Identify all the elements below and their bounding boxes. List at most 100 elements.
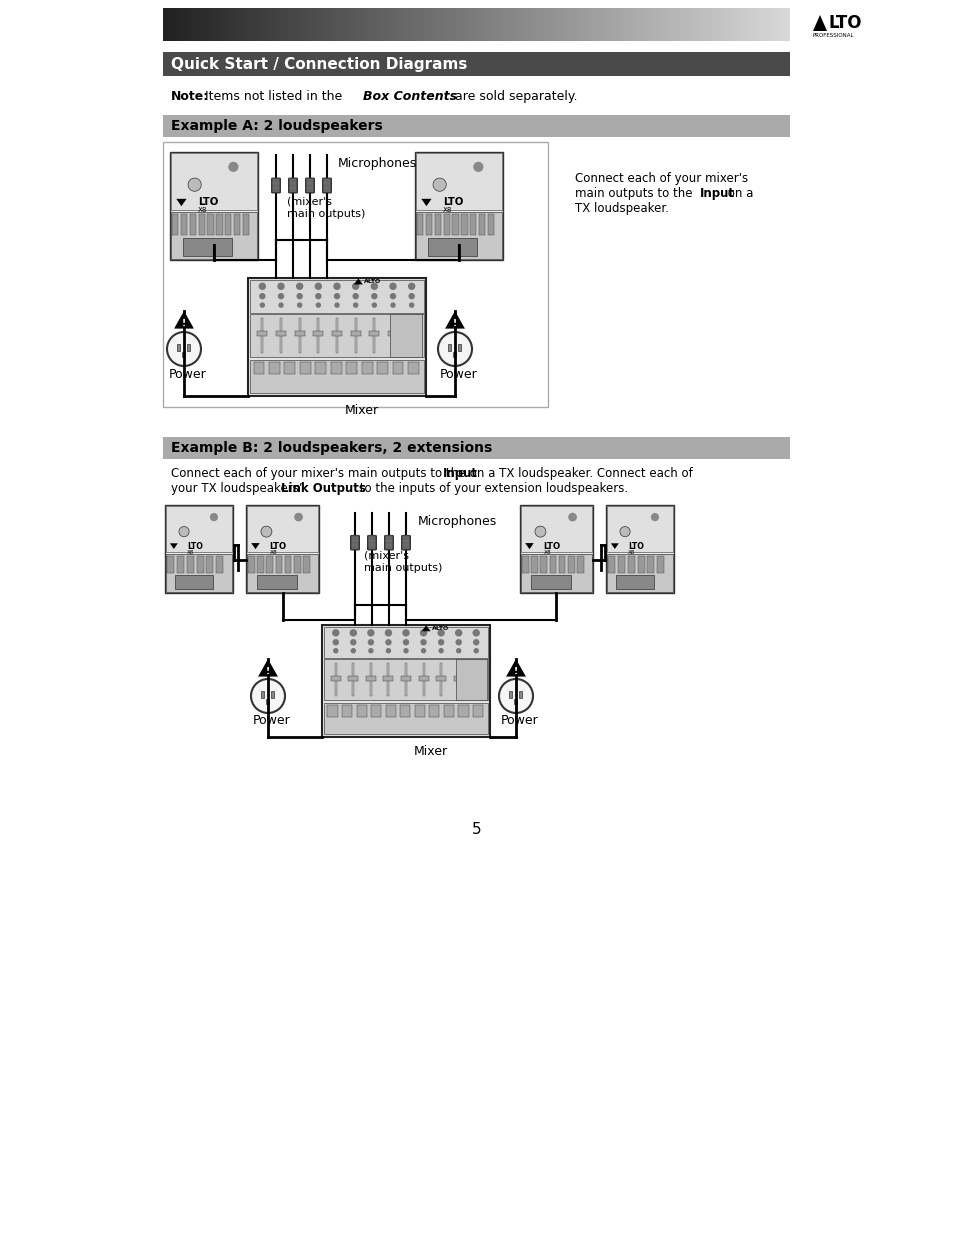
Text: Mixer: Mixer: [414, 745, 448, 758]
Bar: [448, 345, 451, 351]
Bar: [173, 7, 179, 41]
Circle shape: [474, 163, 482, 172]
Text: 5: 5: [472, 823, 481, 837]
Bar: [596, 7, 601, 41]
Bar: [399, 705, 410, 716]
Bar: [622, 7, 628, 41]
Bar: [403, 7, 409, 41]
Bar: [406, 331, 416, 336]
Bar: [415, 705, 424, 716]
Bar: [443, 705, 454, 716]
Bar: [726, 7, 732, 41]
Bar: [576, 7, 581, 41]
Polygon shape: [173, 311, 193, 329]
Bar: [616, 576, 653, 589]
Bar: [580, 7, 586, 41]
Bar: [361, 362, 373, 374]
Bar: [523, 7, 529, 41]
Bar: [220, 7, 226, 41]
Bar: [177, 345, 180, 351]
Bar: [538, 7, 544, 41]
Bar: [544, 7, 550, 41]
Text: X8: X8: [543, 550, 551, 555]
Bar: [450, 7, 456, 41]
Bar: [317, 319, 319, 352]
Bar: [299, 362, 311, 374]
Bar: [457, 663, 459, 695]
Text: Power: Power: [169, 368, 207, 382]
Text: LTO: LTO: [543, 542, 560, 551]
Bar: [236, 7, 242, 41]
FancyBboxPatch shape: [384, 536, 393, 550]
Text: LTO: LTO: [187, 542, 202, 551]
Bar: [216, 214, 222, 235]
Bar: [341, 705, 352, 716]
Circle shape: [261, 526, 272, 537]
Bar: [298, 319, 300, 352]
Bar: [452, 214, 458, 235]
Bar: [418, 7, 424, 41]
Bar: [275, 556, 282, 573]
Bar: [774, 7, 780, 41]
Bar: [322, 625, 490, 737]
FancyBboxPatch shape: [351, 536, 359, 550]
Text: X8: X8: [187, 550, 193, 555]
Bar: [284, 362, 295, 374]
Circle shape: [619, 526, 630, 537]
Bar: [283, 7, 289, 41]
Bar: [269, 362, 279, 374]
Polygon shape: [610, 543, 618, 550]
Circle shape: [437, 332, 472, 366]
Bar: [280, 319, 282, 352]
Circle shape: [473, 630, 478, 636]
Bar: [327, 705, 337, 716]
Bar: [520, 555, 592, 592]
Polygon shape: [421, 625, 430, 631]
Text: ALTO: ALTO: [431, 626, 449, 631]
Circle shape: [369, 648, 373, 653]
Bar: [664, 7, 670, 41]
Bar: [742, 7, 748, 41]
Circle shape: [351, 648, 355, 653]
Text: Input: Input: [442, 467, 477, 480]
Bar: [181, 214, 187, 235]
Text: X8: X8: [627, 550, 635, 555]
FancyBboxPatch shape: [322, 178, 331, 193]
Bar: [225, 214, 232, 235]
Bar: [454, 676, 463, 680]
Bar: [507, 7, 513, 41]
Circle shape: [354, 303, 357, 308]
Text: LTO: LTO: [627, 542, 643, 551]
Circle shape: [260, 303, 264, 308]
Bar: [443, 214, 450, 235]
Bar: [422, 663, 424, 695]
Bar: [313, 331, 323, 336]
Circle shape: [386, 640, 391, 645]
Bar: [178, 7, 184, 41]
Bar: [198, 214, 205, 235]
Bar: [325, 7, 331, 41]
Circle shape: [316, 303, 320, 308]
Circle shape: [421, 648, 425, 653]
Bar: [261, 319, 263, 352]
Bar: [476, 7, 481, 41]
Bar: [643, 7, 649, 41]
Bar: [373, 319, 375, 352]
Circle shape: [371, 283, 377, 289]
Text: !: !: [182, 319, 186, 327]
Bar: [758, 7, 763, 41]
Bar: [487, 214, 494, 235]
Bar: [330, 7, 335, 41]
Bar: [456, 659, 486, 700]
Bar: [732, 7, 738, 41]
Circle shape: [368, 630, 374, 636]
Bar: [509, 692, 512, 698]
Text: !: !: [514, 667, 517, 676]
Bar: [549, 556, 556, 573]
Bar: [497, 7, 502, 41]
Bar: [331, 362, 341, 374]
Bar: [250, 280, 423, 312]
Bar: [478, 214, 485, 235]
Circle shape: [390, 294, 395, 299]
Bar: [606, 555, 672, 592]
